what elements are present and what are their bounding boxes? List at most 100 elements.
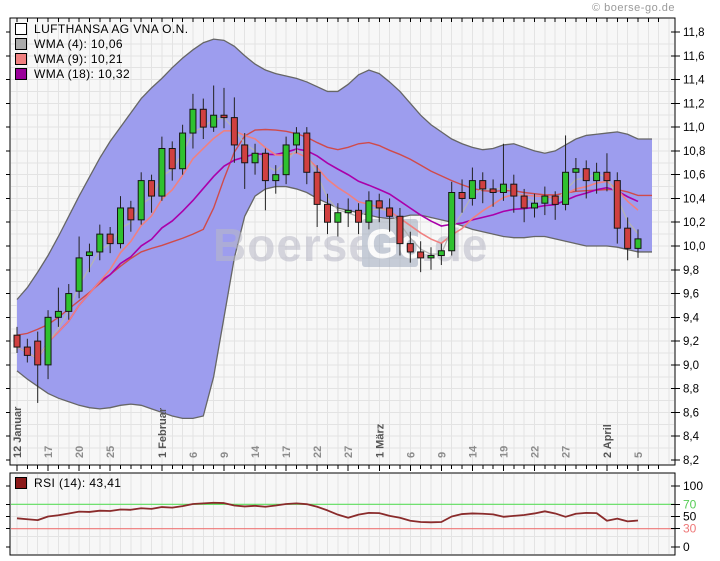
candle-body	[344, 209, 352, 214]
y-axis-label: 11,4	[683, 75, 705, 87]
x-axis-label: 14	[250, 445, 262, 458]
candle-body	[448, 192, 456, 252]
band-midline	[16, 128, 652, 336]
candle-body	[572, 168, 580, 173]
x-axis-label: 17	[43, 446, 55, 458]
candle-body	[96, 233, 104, 253]
x-axis-label: 6	[405, 452, 417, 458]
candle-body	[313, 171, 321, 205]
rsi-axis-label: 0	[683, 540, 690, 554]
rsi-axis-label: 70	[683, 497, 697, 511]
y-axis-label: 8,2	[683, 455, 699, 467]
y-axis-label: 8,4	[683, 431, 700, 443]
legend-item-price: LUFTHANSA AG VNA O.N.	[15, 21, 188, 36]
candle-body	[417, 251, 425, 259]
candle-body	[199, 108, 207, 128]
candle-body	[168, 148, 176, 170]
y-axis-label: 10,2	[683, 217, 705, 229]
candle-body	[261, 152, 269, 182]
rsi-legend-label: RSI (14): 43,41	[34, 476, 122, 490]
watermark-text: Boerse	[213, 219, 375, 271]
y-axis-label: 9,6	[683, 289, 699, 301]
main-chart-legend: LUFTHANSA AG VNA O.N. WMA (4): 10,06 WMA…	[15, 21, 188, 81]
candle-body	[137, 180, 145, 221]
rsi-axis-label: 50	[683, 510, 697, 524]
x-axis-label: 14	[467, 445, 479, 458]
wma18-swatch-icon	[15, 67, 27, 80]
x-axis-label: 9	[436, 452, 448, 458]
y-axis-label: 9,8	[683, 265, 699, 277]
x-axis-label: 25	[105, 446, 117, 458]
candle-body	[241, 144, 249, 164]
x-axis-label: 27	[561, 446, 573, 458]
x-axis-label: 12 Januar	[12, 406, 24, 458]
copyright-text: © boerse-go.de	[592, 2, 675, 14]
y-axis-label: 11,0	[683, 122, 705, 134]
volatility-band	[17, 39, 652, 419]
candle-body	[282, 144, 290, 176]
candle-body	[396, 215, 404, 245]
candle-body	[437, 250, 445, 257]
x-axis-label: 9	[219, 452, 231, 458]
candle-body	[624, 227, 632, 249]
y-axis-label: 10,6	[683, 170, 705, 182]
price-swatch-icon	[15, 22, 27, 35]
candle-body	[613, 180, 621, 229]
y-axis-label: 9,4	[683, 312, 700, 324]
candle-body	[520, 195, 528, 209]
candle-body	[148, 180, 156, 197]
x-axis-label: 2 April	[602, 424, 614, 458]
y-axis-label: 8,6	[683, 407, 699, 419]
candle-body	[324, 203, 331, 223]
candle-body	[303, 132, 311, 173]
candlestick-series	[13, 85, 642, 403]
candle-body	[603, 171, 611, 182]
candle-body	[65, 293, 73, 312]
candle-body	[272, 174, 280, 182]
legend-item-label: WMA (9): 10,21	[34, 51, 123, 66]
candle-body	[562, 171, 570, 205]
candle-body	[593, 171, 601, 182]
candle-body	[127, 207, 135, 221]
candle-body	[365, 200, 373, 223]
legend-item-wma4: WMA (4): 10,06	[15, 36, 188, 51]
y-axis-label: 10,4	[683, 193, 706, 205]
candle-body	[510, 183, 518, 197]
candle-body	[179, 132, 187, 170]
legend-item-wma18: WMA (18): 10,32	[15, 66, 188, 81]
candle-body	[54, 310, 62, 318]
x-axis-label: 22	[530, 446, 542, 458]
band-lower-edge	[16, 185, 652, 420]
candle-body	[541, 195, 549, 204]
legend-item-label: WMA (18): 10,32	[34, 66, 131, 81]
candle-body	[106, 233, 114, 245]
y-axis-label: 9,0	[683, 360, 699, 372]
rsi-axis-label: 30	[683, 522, 697, 536]
x-axis-label: 27	[343, 446, 355, 458]
x-axis-label: 19	[498, 446, 510, 458]
legend-item-label: LUFTHANSA AG VNA O.N.	[34, 21, 189, 36]
rsi-legend: RSI (14): 43,41	[15, 476, 121, 490]
candle-body	[158, 148, 166, 197]
candle-body	[531, 202, 538, 209]
candle-body	[468, 180, 476, 199]
x-axis-label: 17	[281, 446, 293, 458]
candle-body	[582, 168, 590, 182]
candle-body	[499, 183, 507, 194]
wma4-swatch-icon	[15, 37, 27, 50]
candle-body	[551, 195, 559, 205]
candle-body	[489, 188, 497, 194]
candle-body	[479, 180, 487, 190]
y-axis-label: 8,8	[683, 384, 699, 396]
candle-body	[85, 251, 93, 257]
x-axis-label: 6	[188, 452, 200, 458]
legend-item-wma9: WMA (9): 10,21	[15, 51, 188, 66]
y-axis-label: 10,8	[683, 146, 705, 158]
candle-body	[334, 212, 342, 223]
y-axis-label: 10,0	[683, 241, 705, 253]
main-axes: 8,2 8,4 8,6 8,8 9,0 9,2 9,4 9,6 9,8 10,0 10,2 10,4 1…	[6, 18, 706, 471]
candle-body	[189, 108, 197, 134]
candle-body	[230, 117, 238, 146]
